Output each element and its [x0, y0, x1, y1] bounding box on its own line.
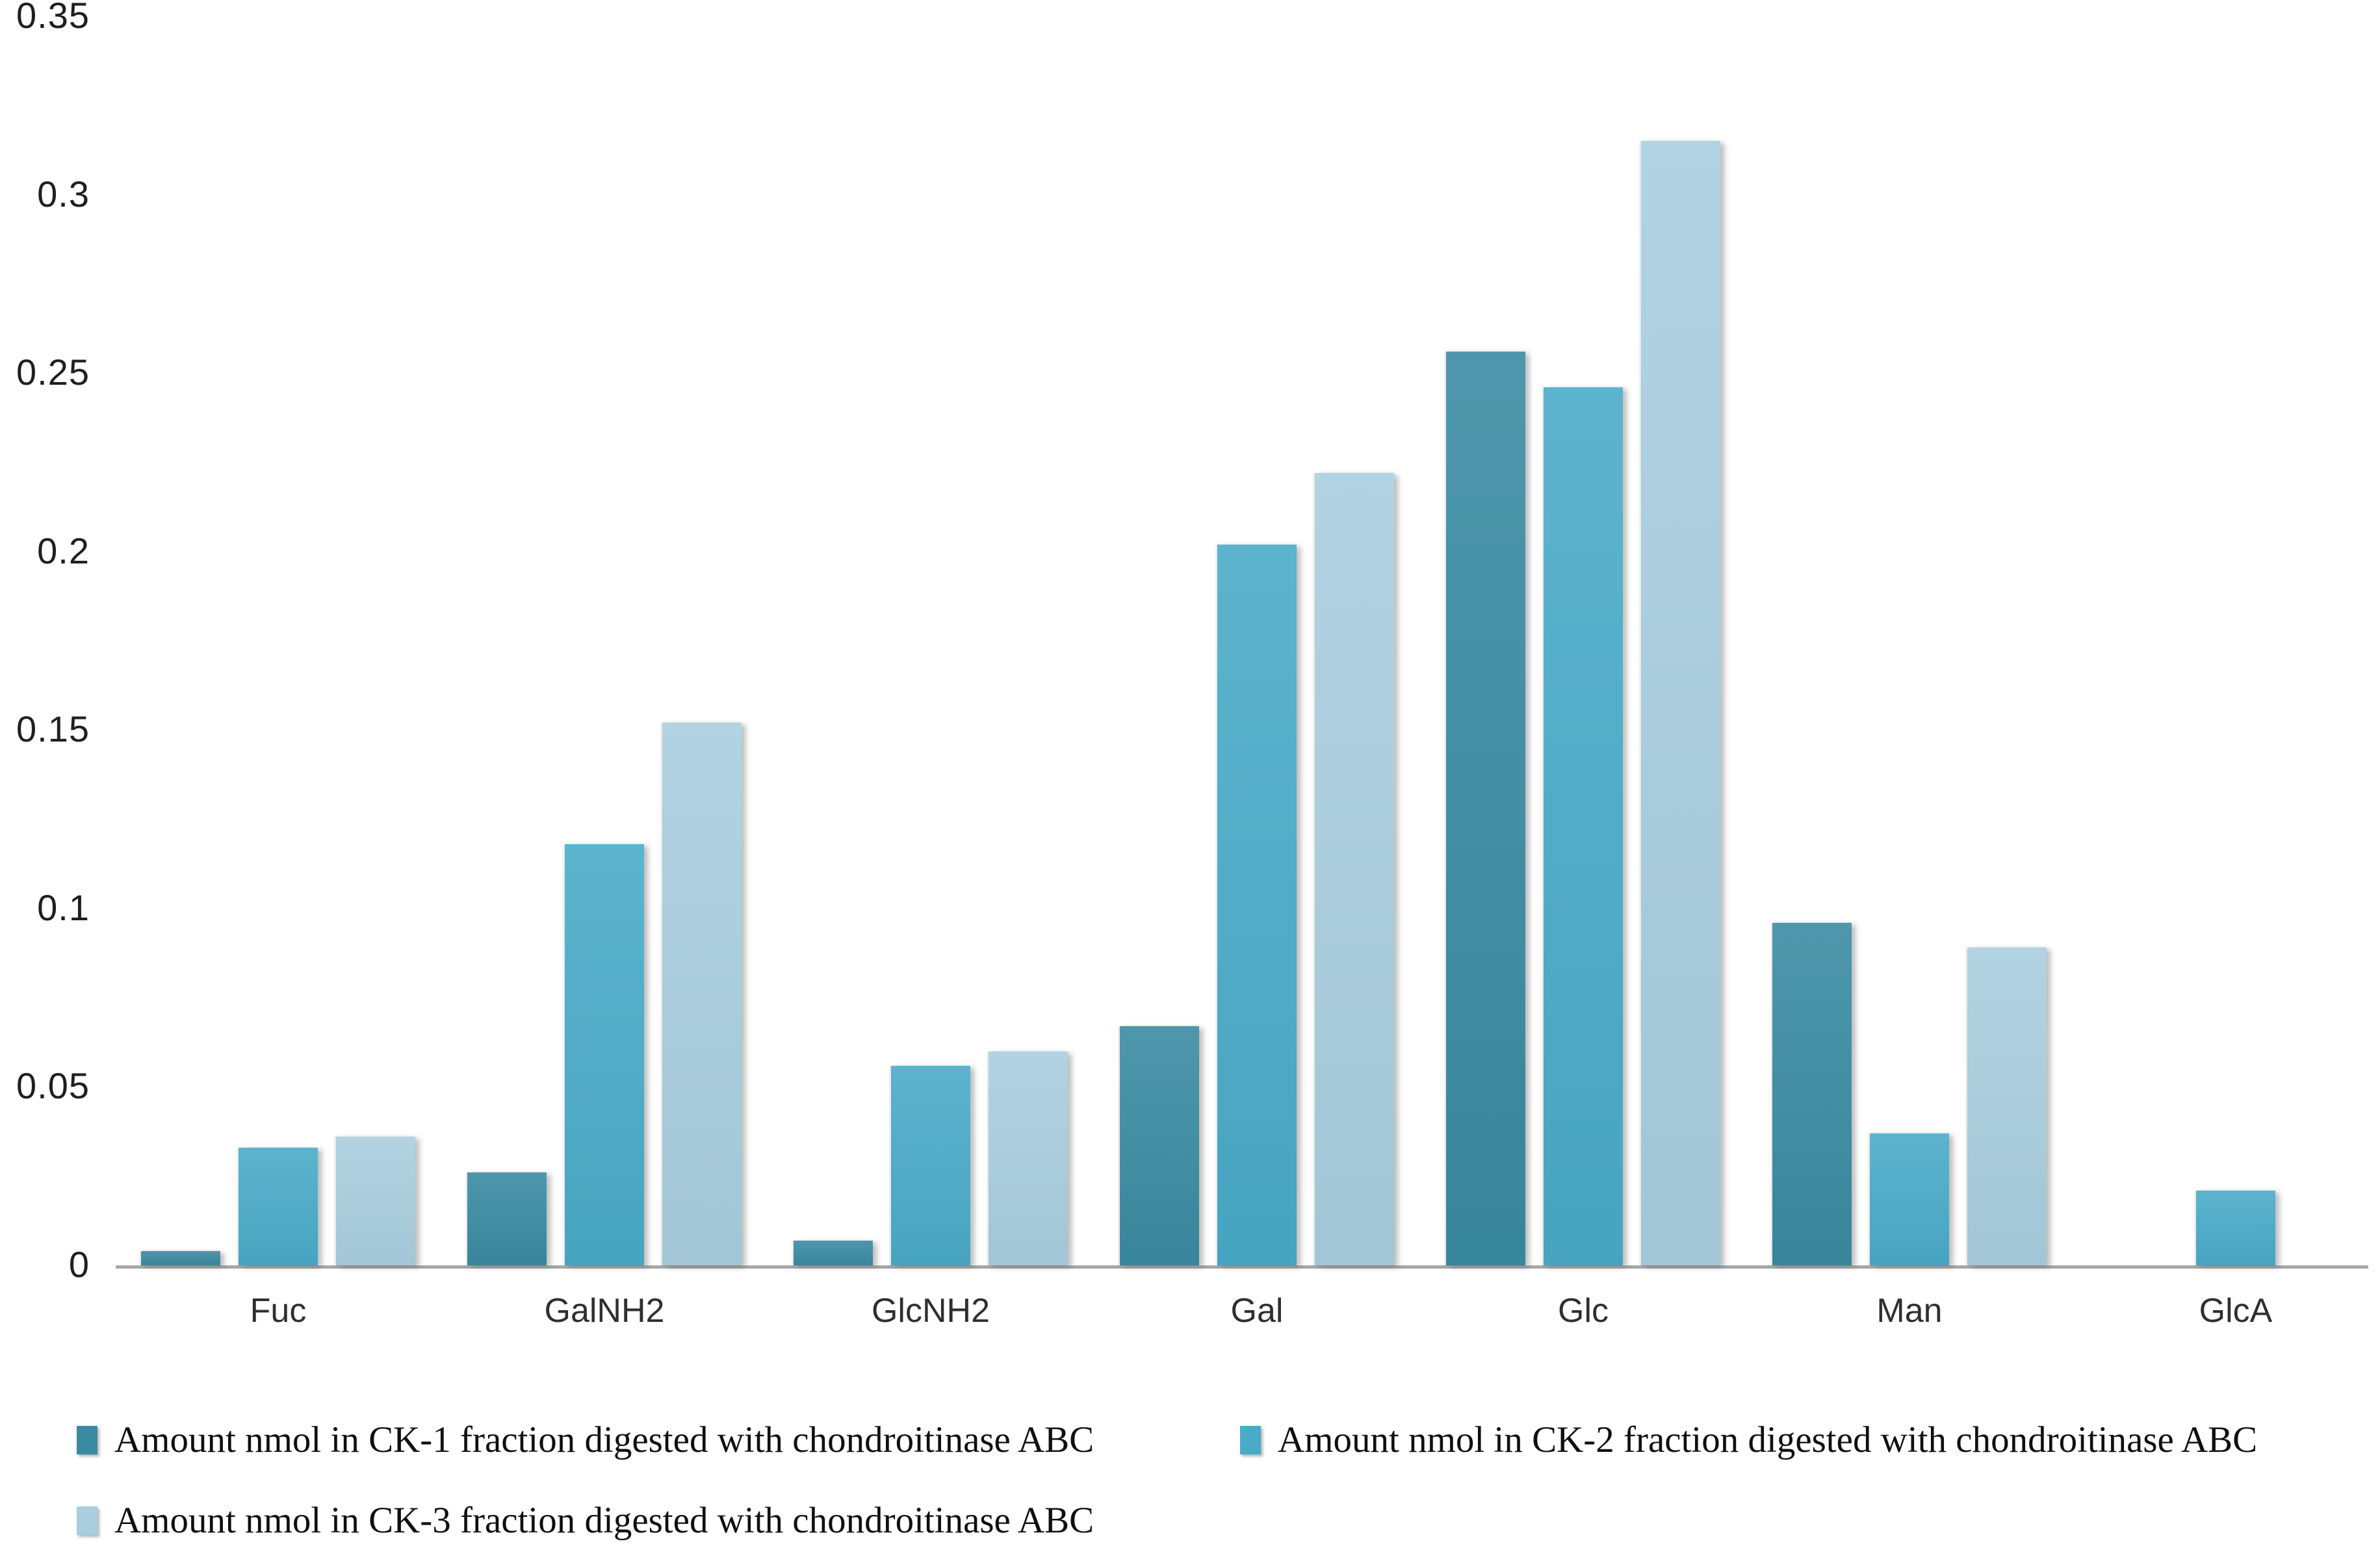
x-axis-category-label: Glc: [1558, 1292, 1609, 1330]
legend-item-ck2: Amount nmol in CK-2 fraction digested wi…: [1240, 1419, 2257, 1462]
legend-label: Amount nmol in CK-3 fraction digested wi…: [114, 1500, 1094, 1541]
bar-series3-man: [1967, 948, 2047, 1265]
legend-swatch-icon: [77, 1506, 97, 1535]
bar-series2-fuc: [239, 1148, 318, 1265]
legend-swatch-icon: [1240, 1426, 1261, 1454]
y-axis-tick-label: 0: [68, 1244, 90, 1285]
x-axis-category-label: GlcNH2: [871, 1292, 990, 1330]
x-axis-line: [116, 1265, 2368, 1269]
bar-series1-fuc: [141, 1251, 220, 1265]
bar-series3-glcnh2: [989, 1052, 1068, 1265]
legend-swatch-icon: [77, 1426, 97, 1454]
bar-group-man: [1772, 0, 2047, 1265]
bar-group-galnh2: [467, 0, 742, 1265]
y-axis-tick-label: 0.2: [37, 530, 90, 571]
bar-series3-glc: [1641, 141, 1720, 1265]
bar-series1-glc: [1446, 352, 1525, 1265]
bar-series3-gal: [1315, 473, 1394, 1265]
x-axis-category-label: Fuc: [250, 1292, 307, 1330]
bar-series2-man: [1870, 1133, 1949, 1265]
legend-label: Amount nmol in CK-2 fraction digested wi…: [1278, 1419, 2258, 1460]
bar-series3-galnh2: [662, 723, 742, 1265]
legend-label: Amount nmol in CK-1 fraction digested wi…: [114, 1419, 1094, 1460]
x-axis-category-label: GlcA: [2199, 1292, 2273, 1330]
bar-series2-gal: [1217, 545, 1297, 1265]
legend-item-ck3: Amount nmol in CK-3 fraction digested wi…: [77, 1499, 1094, 1542]
y-axis-tick-label: 0.15: [16, 708, 90, 749]
bar-series1-man: [1772, 923, 1852, 1265]
x-axis-category-label: Gal: [1230, 1292, 1284, 1330]
bar-series3-fuc: [336, 1137, 415, 1265]
bar-group-glc: [1446, 0, 1720, 1265]
bar-series1-galnh2: [467, 1172, 547, 1265]
y-axis-tick-label: 0.05: [16, 1065, 90, 1106]
y-axis-tick-label: 0.35: [16, 0, 90, 36]
y-axis-tick-label: 0.25: [16, 352, 90, 393]
bar-series1-glcnh2: [794, 1241, 873, 1265]
legend-item-ck1: Amount nmol in CK-1 fraction digested wi…: [77, 1419, 1094, 1462]
y-axis-tick-label: 0.3: [37, 174, 90, 214]
bar-group-gal: [1120, 0, 1394, 1265]
bar-series2-glca: [2196, 1191, 2275, 1265]
y-axis-tick-label: 0.1: [37, 887, 90, 928]
bar-group-glcnh2: [794, 0, 1068, 1265]
bar-series1-gal: [1120, 1026, 1199, 1265]
bar-group-glca: [2099, 0, 2373, 1265]
bar-series2-glc: [1544, 387, 1623, 1265]
bar-series2-glcnh2: [891, 1066, 970, 1265]
x-axis-category-label: Man: [1876, 1292, 1943, 1330]
bar-group-fuc: [141, 0, 415, 1265]
bar-series2-galnh2: [565, 844, 644, 1265]
x-axis-category-label: GalNH2: [544, 1292, 665, 1330]
